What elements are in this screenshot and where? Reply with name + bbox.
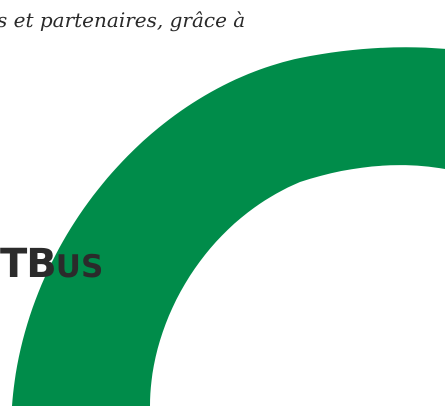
- intro-text: s et partenaires, grâce à: [0, 8, 246, 32]
- brand-small-letters: US: [55, 249, 104, 285]
- brand-word: TBUS: [0, 244, 103, 287]
- brand-leading-fragment: T: [0, 241, 27, 287]
- brand-big-letter: B: [26, 241, 56, 287]
- green-arc-shape: [12, 47, 445, 406]
